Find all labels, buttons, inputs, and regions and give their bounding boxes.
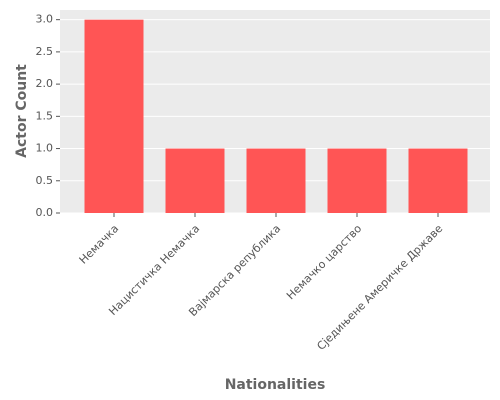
- x-tick-label: Немачка: [77, 222, 122, 267]
- y-axis-title: Actor Count: [14, 64, 30, 158]
- y-tick-label: 2.5: [36, 45, 54, 58]
- bar: [84, 19, 144, 213]
- x-tick-label: Вајмарска република: [186, 222, 283, 319]
- x-axis-title: Nationalities: [225, 377, 326, 393]
- y-tick-label: 2.0: [36, 77, 54, 90]
- y-tick-label: 1.5: [36, 109, 54, 122]
- y-tick-label: 0.0: [36, 206, 54, 219]
- bar: [408, 148, 468, 213]
- x-tick-label: Нацистичка Немачка: [106, 222, 202, 318]
- bar: [165, 148, 225, 213]
- bar: [327, 148, 387, 213]
- x-tick-label: Сједињене Америчке Државе: [314, 222, 445, 353]
- y-tick-label: 3.0: [36, 13, 54, 26]
- y-tick-label: 1.0: [36, 142, 54, 155]
- x-tick-label: Немачко царство: [284, 222, 364, 302]
- bar: [246, 148, 306, 213]
- y-tick-label: 0.5: [36, 174, 54, 187]
